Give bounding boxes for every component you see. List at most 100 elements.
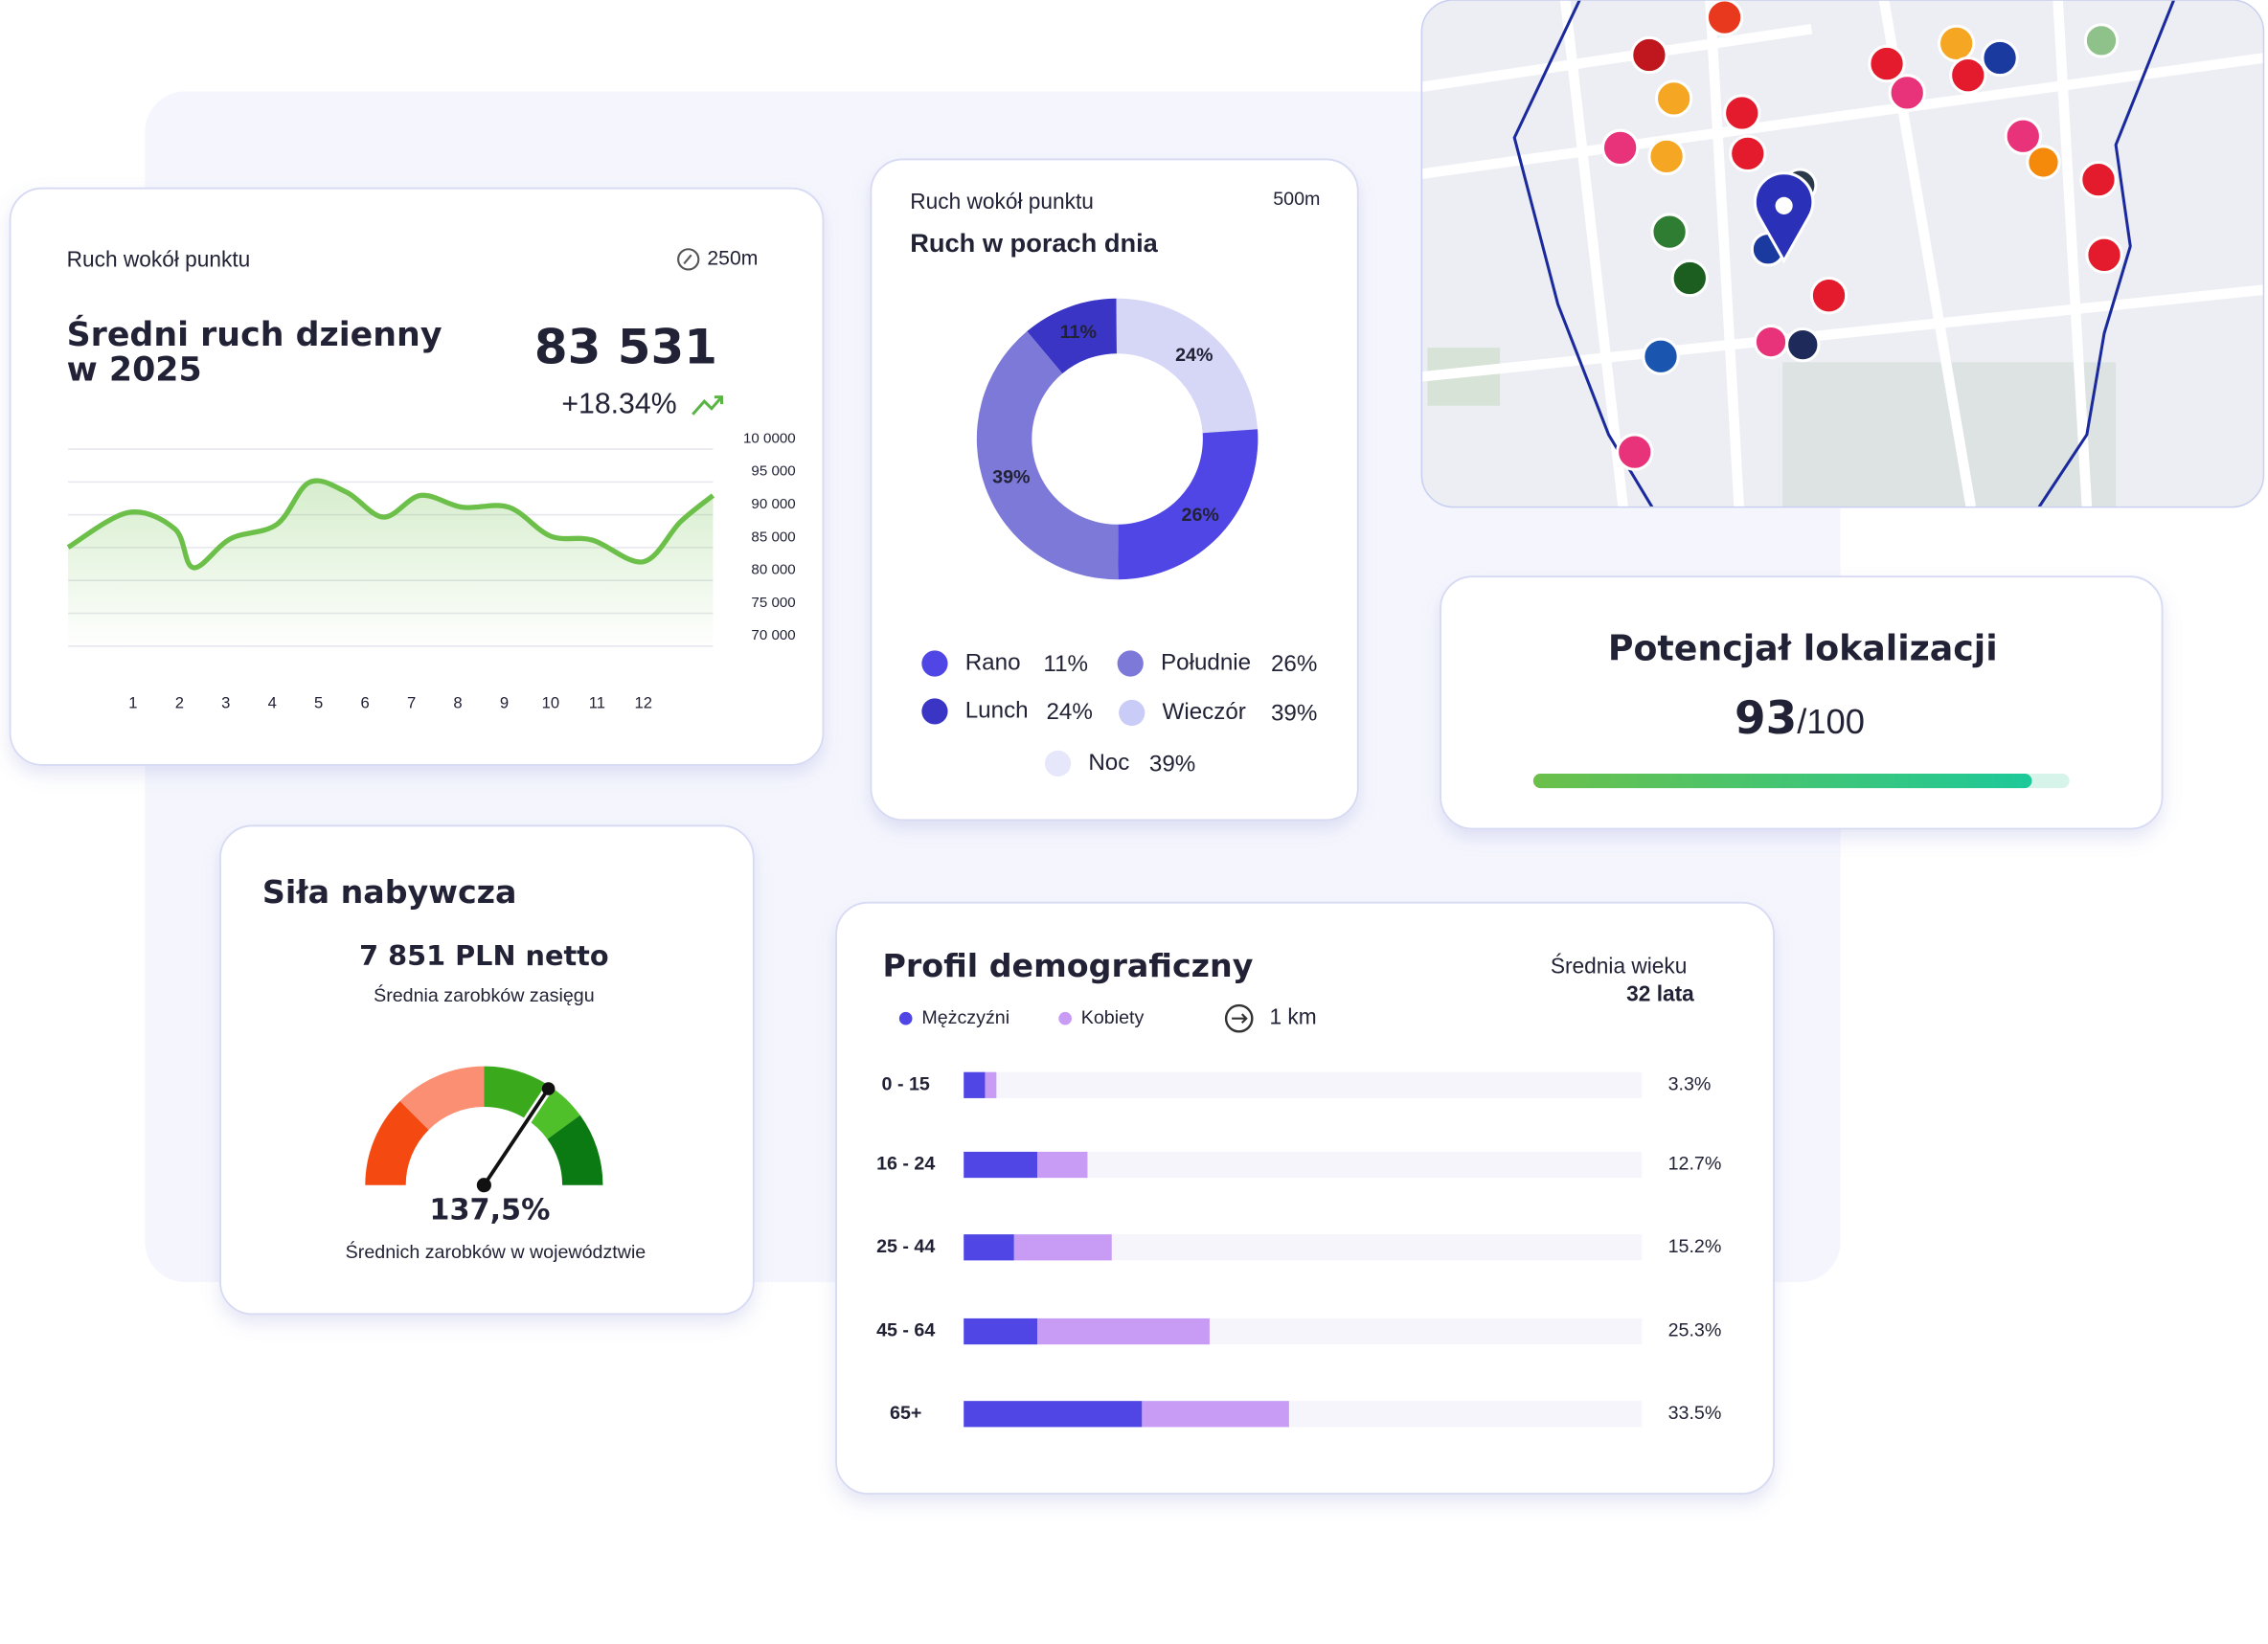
x-tick-label: 4 [268,694,277,712]
bar-segment [985,1071,996,1098]
x-tick-label: 9 [500,694,509,712]
y-tick-label: 75 000 [751,595,795,611]
donut-slice [1116,298,1259,434]
map-border [1420,0,2265,508]
legend-label: Rano [965,649,1021,675]
card-subtitle: Ruch wokół punktu [67,246,251,271]
legend-swatch [898,1011,913,1025]
legend-value: 26% [1271,651,1317,677]
legend-value: 39% [1149,751,1195,777]
bar-track [964,1071,1643,1098]
card-title: w 2025 [67,350,202,389]
donut-slice [1027,298,1117,374]
legend-value: 11% [1043,651,1088,677]
bar-segment [1037,1317,1210,1345]
legend-value: 24% [1046,699,1092,725]
legend-label: Lunch [965,697,1029,723]
x-tick-label: 8 [453,694,462,712]
gauge-caption: Średnich zarobków w województwie [346,1240,646,1263]
legend-swatch [1119,699,1145,727]
bar-segment [964,1151,1038,1179]
traffic-value: 83 531 [534,320,717,375]
total-label: 15.2% [1668,1236,1722,1257]
age-label: Średnia wieku [1551,954,1688,979]
bar-segment [964,1234,1014,1261]
slice-label: 26% [1182,505,1219,526]
y-tick-label: 80 000 [751,562,795,578]
card-title: Siła nabywcza [262,873,517,911]
score-max: /100 [1797,702,1865,741]
progress-fill [1532,773,2032,789]
bar-segment [1037,1151,1087,1179]
radius: 250m [707,247,758,269]
category-label: 16 - 24 [876,1154,935,1175]
total-label: 12.7% [1668,1154,1722,1175]
traffic-change: +18.34% [561,389,676,420]
compass-needle [683,254,692,265]
x-tick-label: 3 [221,694,230,712]
gauge-hub [476,1178,491,1193]
gauge-band [365,1100,429,1185]
gauge-band [399,1066,485,1130]
legend-value: 39% [1271,700,1317,726]
donut-slice [976,331,1119,580]
x-tick-label: 10 [542,694,560,712]
category-label: 45 - 64 [876,1320,935,1341]
total-label: 3.3% [1668,1074,1712,1095]
card-title: Ruch w porach dnia [910,228,1158,258]
line [66,478,715,571]
bar-segment [964,1317,1038,1345]
card-title: Potencjał lokalizacji [1608,627,1998,668]
legend-swatch [921,698,948,725]
gauge-band [547,1115,603,1185]
power-value: 7 851 PLN netto [359,939,609,972]
slice-label: 24% [1175,345,1213,366]
bar-segment [1142,1401,1289,1428]
x-tick-label: 2 [175,694,184,712]
y-tick-label: 70 000 [751,627,795,643]
potential-card: Potencjał lokalizacji 93 /100 [1440,575,2164,830]
gauge-value: 137,5% [429,1193,550,1227]
radius-icon-arrow [1232,1013,1248,1024]
demographics-card: Profil demograficzny Średnia wieku 32 la… [835,901,1775,1495]
legend-swatch [1117,650,1144,677]
age-value: 32 lata [1626,980,1694,1005]
traffic-card: Ruch wokół punktu 250m Średni ruch dzien… [9,187,825,766]
card-title: Profil demograficzny [882,947,1253,984]
total-label: 33.5% [1668,1403,1722,1424]
radius-icon [1224,1003,1254,1033]
x-tick-label: 1 [128,694,137,712]
legend-swatch [1058,1011,1072,1025]
legend-swatch [1044,750,1072,777]
x-tick-label: 7 [407,694,416,712]
score: 93 [1735,692,1797,745]
slice-label: 39% [992,466,1030,487]
category-label: 0 - 15 [882,1074,930,1095]
legend-label: Wieczór [1163,699,1246,725]
radius: 1 km [1269,1004,1316,1029]
y-tick-label: 10 0000 [743,430,796,446]
gauge-band [484,1066,547,1119]
legend-label: Południe [1161,649,1251,675]
category-label: 25 - 44 [876,1236,935,1257]
y-tick-label: 85 000 [751,529,795,545]
card-subtitle: Ruch wokół punktu [910,189,1094,214]
x-tick-label: 12 [635,694,653,712]
bar-segment [964,1071,986,1098]
category-label: 65+ [890,1403,921,1424]
x-tick-label: 11 [589,694,605,712]
trend-icon [692,395,724,416]
y-tick-label: 90 000 [751,496,795,512]
bar-segment [1013,1234,1111,1261]
bar-segment [964,1401,1143,1428]
card-title: Średni ruch dzienny [67,314,442,354]
compass-icon [677,248,700,271]
map [1421,0,2264,507]
donut-slice [1118,429,1259,580]
total-label: 25.3% [1668,1320,1722,1341]
daypart-card: Ruch wokół punktu 500m Ruch w porach dni… [870,158,1359,822]
legend-swatch [921,650,948,677]
power-caption: Średnia zarobków zasięgu [374,983,595,1006]
